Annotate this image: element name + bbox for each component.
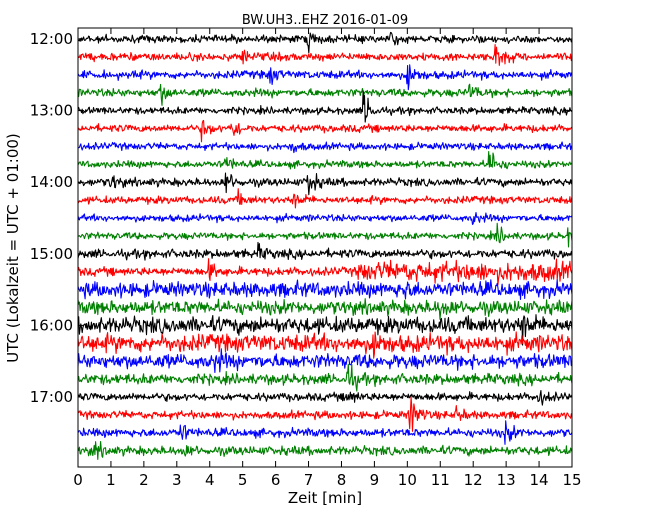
- trace-1745: [77, 440, 573, 460]
- x-tick-label: 7: [304, 471, 314, 489]
- trace-1400: [77, 172, 573, 196]
- x-tick-label: 13: [497, 471, 516, 489]
- y-tick-label: 15:00: [30, 245, 73, 263]
- x-tick-label: 9: [370, 471, 380, 489]
- trace-1500: [77, 241, 573, 261]
- trace-1245: [77, 83, 573, 106]
- y-tick-label: 16:00: [30, 316, 73, 334]
- trace-1545: [77, 298, 573, 320]
- trace-1215: [77, 43, 573, 66]
- trace-1300: [77, 90, 573, 123]
- x-tick-label: 5: [238, 471, 248, 489]
- x-tick-label: 1: [106, 471, 116, 489]
- trace-1530: [77, 279, 573, 301]
- trace-1600: [77, 314, 573, 346]
- trace-1645: [77, 363, 573, 392]
- trace-1430: [77, 211, 573, 225]
- x-tick-label: 10: [398, 471, 417, 489]
- x-axis-label: Zeit [min]: [288, 489, 362, 507]
- x-tick-label: 14: [530, 471, 549, 489]
- x-tick-label: 12: [464, 471, 483, 489]
- x-tick-label: 11: [431, 471, 450, 489]
- trace-1315: [77, 119, 573, 143]
- x-tick-label: 4: [205, 471, 215, 489]
- trace-1345: [77, 151, 573, 170]
- x-tick-label: 6: [271, 471, 281, 489]
- x-axis: 0 1 2 3 4 5 6 7 8 9 10 11 12 13 14 15: [73, 28, 582, 489]
- trace-1615: [77, 331, 573, 359]
- trace-1715: [77, 396, 573, 432]
- plot-frame: [77, 27, 573, 468]
- x-tick-label: 0: [73, 471, 83, 489]
- trace-1515: [77, 258, 573, 286]
- trace-1200: [77, 31, 573, 54]
- trace-1630: [77, 348, 573, 374]
- x-tick-label: 2: [139, 471, 149, 489]
- x-tick-label: 15: [562, 471, 581, 489]
- x-tick-label: 8: [337, 471, 347, 489]
- y-tick-label: 14:00: [30, 173, 73, 191]
- trace-1330: [77, 141, 573, 154]
- trace-1445: [77, 222, 573, 248]
- y-tick-label: 17:00: [30, 388, 73, 406]
- y-axis-label: UTC (Lokalzeit = UTC + 01:00): [4, 133, 22, 363]
- y-tick-label: 13:00: [30, 102, 73, 120]
- trace-1230: [77, 64, 573, 91]
- trace-1730: [77, 420, 573, 445]
- y-tick-label: 12:00: [30, 30, 73, 48]
- chart-title: BW.UH3..EHZ 2016-01-09: [242, 13, 408, 28]
- y-axis: 12:00 13:00 14:00 15:00 16:00 17:00: [30, 30, 572, 406]
- trace-1700: [77, 390, 573, 406]
- trace-group: [77, 31, 573, 460]
- x-tick-label: 3: [172, 471, 182, 489]
- trace-1415: [77, 188, 573, 209]
